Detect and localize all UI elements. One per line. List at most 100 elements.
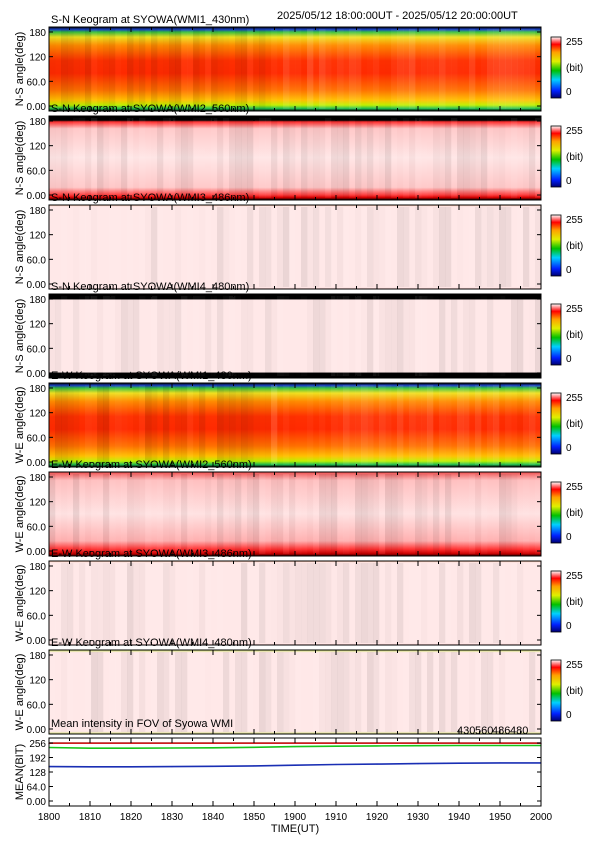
keogram-column (451, 207, 457, 287)
y-tick-label: 60.0 (27, 344, 47, 355)
keogram-column (475, 385, 482, 465)
y-axis-label: N-S angle(deg) (14, 121, 26, 196)
keogram-column (421, 296, 428, 376)
colorbar: 255 (bit) 0 (550, 659, 583, 722)
keogram-column (451, 474, 457, 554)
keogram-column (49, 118, 55, 198)
keogram-column (529, 474, 535, 554)
keogram-panel-6: E-W Keogram at SYOWA(WMI2_560nm) 180 120 60… (14, 459, 583, 558)
keogram-column (121, 474, 128, 554)
keogram-column (499, 118, 505, 198)
colorbar-unit-label: (bit) (566, 508, 583, 519)
keogram-column (259, 474, 266, 554)
keogram-column (229, 207, 235, 287)
keogram-column (235, 296, 241, 376)
keogram-column (511, 652, 518, 732)
keogram-column (235, 118, 242, 198)
keogram-column (67, 474, 73, 554)
keogram-column (265, 29, 271, 109)
keogram-column (349, 29, 356, 109)
keogram-column (385, 207, 392, 287)
keogram-column (145, 29, 151, 109)
keogram-column (427, 652, 434, 732)
keogram-column (295, 29, 301, 109)
keogram-column (271, 385, 278, 465)
keogram-column (535, 207, 541, 287)
keogram-column (133, 474, 139, 554)
keogram-image (49, 27, 541, 111)
keogram-column (121, 207, 127, 287)
keogram-column (463, 296, 469, 376)
keogram-column (391, 118, 398, 198)
keogram-column (367, 563, 374, 643)
keogram-column (229, 563, 235, 643)
keogram-column (265, 118, 272, 198)
keogram-column (433, 207, 439, 287)
y-tick-label: 0.00 (27, 191, 47, 202)
keogram-column (271, 474, 278, 554)
keogram-column (103, 29, 110, 109)
keogram-column (277, 207, 283, 287)
keogram-column (157, 652, 164, 732)
x-tick-label: 1850 (243, 812, 266, 823)
keogram-column (391, 296, 398, 376)
keogram-column (493, 652, 499, 732)
keogram-column (301, 652, 307, 732)
keogram-column (463, 29, 469, 109)
keogram-column (211, 118, 218, 198)
keogram-column (517, 29, 524, 109)
data-point-430 (335, 763, 337, 766)
keogram-column (61, 118, 68, 198)
colorbar-max-label: 255 (566, 304, 583, 315)
keogram-column (439, 118, 445, 198)
y-tick-label: 180 (29, 651, 46, 662)
y-axis-label: W-E angle(deg) (14, 654, 26, 731)
keogram-column (133, 29, 139, 109)
keogram-column (433, 652, 440, 732)
y-axis-label: W-E angle(deg) (14, 565, 26, 642)
colorbar-min-label: 0 (566, 443, 572, 454)
keogram-column (223, 118, 230, 198)
keogram-column (349, 207, 355, 287)
keogram-column (409, 385, 416, 465)
keogram-column (283, 296, 289, 376)
keogram-column (127, 296, 134, 376)
keogram-column (349, 474, 355, 554)
keogram-column (469, 296, 476, 376)
colorbar-max-label: 255 (566, 482, 583, 493)
keogram-column (277, 296, 284, 376)
keogram-column (529, 296, 535, 376)
keogram-column (397, 118, 403, 198)
keogram-column (343, 29, 350, 109)
keogram-panel-2: S-N Keogram at SYOWA(WMI2_560nm) 180 120 60… (14, 103, 583, 202)
keogram-column (523, 385, 530, 465)
keogram-column (187, 207, 194, 287)
keogram-column (175, 296, 182, 376)
keogram-texture (49, 118, 542, 198)
keogram-column (103, 118, 109, 198)
x-tick-label: 1840 (202, 812, 225, 823)
keogram-column (379, 652, 386, 732)
keogram-column (199, 118, 205, 198)
keogram-column (409, 207, 415, 287)
keogram-column (91, 474, 97, 554)
keogram-column (67, 207, 73, 287)
keogram-column (313, 29, 319, 109)
keogram-column (145, 385, 152, 465)
keogram-column (379, 118, 385, 198)
keogram-column (85, 118, 91, 198)
keogram-column (169, 652, 176, 732)
keogram-column (379, 563, 385, 643)
keogram-texture (55, 385, 536, 465)
y-tick-label: 60.0 (27, 522, 47, 533)
keogram-column (517, 563, 523, 643)
data-point-430 (458, 762, 460, 764)
keogram-column (193, 385, 199, 465)
keogram-column (367, 652, 374, 732)
panel-title: E-W Keogram at SYOWA(WMI3_486nm) (51, 548, 252, 560)
keogram-column (151, 652, 158, 732)
keogram-column (451, 296, 458, 376)
x-tick-label: 1810 (79, 812, 102, 823)
keogram-column (463, 474, 469, 554)
keogram-column (67, 118, 73, 198)
